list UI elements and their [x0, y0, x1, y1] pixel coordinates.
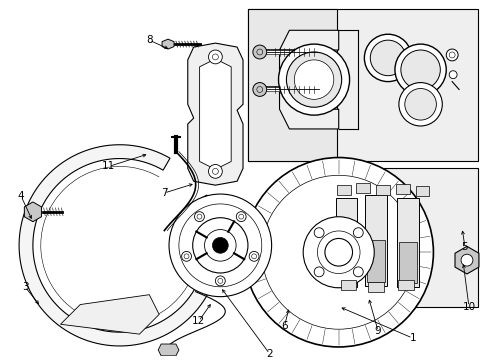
- Text: 6: 6: [281, 321, 287, 331]
- Polygon shape: [158, 344, 179, 356]
- Circle shape: [204, 230, 236, 261]
- Text: 3: 3: [21, 282, 28, 292]
- Circle shape: [192, 218, 247, 273]
- Text: 10: 10: [462, 302, 474, 311]
- Circle shape: [364, 34, 411, 82]
- Circle shape: [215, 276, 225, 286]
- Bar: [375, 185, 389, 195]
- Circle shape: [208, 50, 222, 64]
- Bar: [398, 242, 416, 283]
- Circle shape: [208, 165, 222, 178]
- Polygon shape: [24, 202, 41, 222]
- Circle shape: [249, 251, 259, 261]
- Bar: [397, 280, 413, 290]
- Bar: [336, 185, 350, 195]
- Circle shape: [252, 82, 266, 96]
- Circle shape: [252, 45, 266, 59]
- Polygon shape: [279, 30, 338, 129]
- Bar: [340, 280, 356, 290]
- Circle shape: [278, 44, 349, 115]
- Bar: [366, 240, 384, 282]
- Bar: [395, 184, 409, 194]
- Polygon shape: [19, 145, 220, 346]
- Circle shape: [194, 212, 204, 221]
- Text: 1: 1: [408, 333, 415, 343]
- Circle shape: [353, 228, 363, 238]
- Polygon shape: [162, 39, 174, 49]
- Polygon shape: [187, 43, 243, 185]
- Circle shape: [448, 71, 456, 78]
- Circle shape: [212, 238, 228, 253]
- Circle shape: [294, 60, 333, 99]
- Text: 7: 7: [161, 188, 167, 198]
- Polygon shape: [199, 59, 231, 170]
- Circle shape: [460, 254, 472, 266]
- Text: 9: 9: [374, 326, 381, 336]
- Bar: [365, 195, 386, 286]
- Bar: [356, 183, 369, 193]
- Circle shape: [324, 238, 352, 266]
- Circle shape: [314, 267, 324, 277]
- Circle shape: [353, 267, 363, 277]
- Circle shape: [394, 44, 446, 95]
- Bar: [247, 9, 336, 162]
- Circle shape: [317, 231, 359, 274]
- Text: 4: 4: [18, 191, 24, 201]
- Bar: [396, 198, 418, 287]
- Bar: [415, 186, 428, 196]
- Text: 2: 2: [266, 349, 272, 359]
- Circle shape: [314, 228, 324, 238]
- Bar: [337, 242, 355, 283]
- Circle shape: [404, 89, 435, 120]
- Circle shape: [244, 158, 432, 347]
- Circle shape: [236, 212, 245, 221]
- Text: 11: 11: [102, 161, 115, 171]
- Polygon shape: [61, 295, 159, 334]
- Circle shape: [398, 82, 441, 126]
- Circle shape: [303, 217, 373, 288]
- Circle shape: [369, 40, 405, 76]
- Text: 12: 12: [192, 316, 205, 326]
- Polygon shape: [454, 246, 478, 274]
- Bar: [247, 9, 477, 162]
- Circle shape: [169, 194, 271, 297]
- Circle shape: [400, 50, 439, 90]
- Circle shape: [181, 251, 191, 261]
- Bar: [335, 198, 357, 287]
- Circle shape: [286, 52, 341, 107]
- Bar: [367, 282, 383, 292]
- Bar: [328, 168, 477, 306]
- Text: 5: 5: [461, 242, 468, 252]
- Circle shape: [446, 49, 457, 61]
- Text: 8: 8: [146, 35, 152, 45]
